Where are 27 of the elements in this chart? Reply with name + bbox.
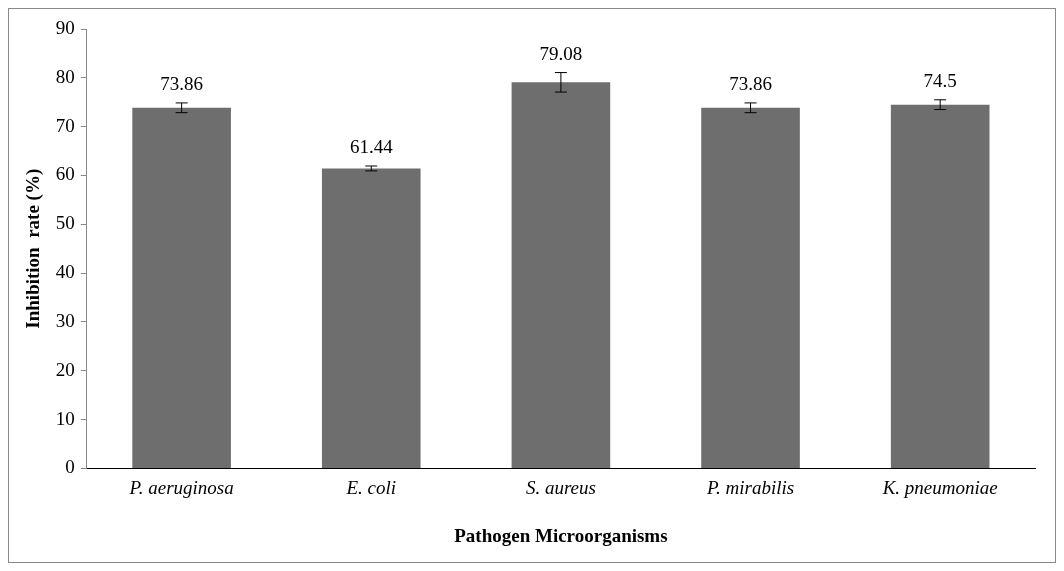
x-tick-label: P. aeruginosa [128, 476, 234, 498]
y-tick-label: 10 [55, 407, 75, 429]
y-tick-label: 50 [55, 212, 75, 234]
bar [701, 107, 800, 468]
y-tick-label: 60 [55, 163, 75, 185]
x-tick-label: E. coli [345, 476, 397, 498]
bar [132, 107, 231, 468]
data-label: 79.08 [539, 43, 583, 65]
x-tick-label: P. mirabilis [705, 476, 795, 498]
data-label: 73.86 [729, 73, 772, 95]
y-tick-label: 40 [55, 261, 75, 283]
y-tick-label: 80 [55, 65, 75, 87]
y-tick-label: 70 [55, 114, 75, 136]
y-tick-label: 20 [55, 358, 75, 380]
y-tick-label: 0 [65, 456, 75, 478]
y-tick-label: 90 [55, 16, 75, 38]
x-tick-label: S. aureus [525, 476, 596, 498]
bar [511, 82, 611, 468]
x-axis-title: Pathogen Microorganisms [454, 524, 668, 546]
data-label: 61.44 [349, 136, 394, 158]
y-tick-label: 30 [55, 309, 75, 331]
bar [321, 168, 421, 468]
data-label: 73.86 [160, 73, 203, 95]
x-tick-label: K. pneumoniae [881, 476, 998, 498]
data-label: 74.5 [923, 70, 957, 92]
bar [890, 104, 990, 468]
y-axis-title: Inhibition rate (%) [22, 168, 45, 329]
